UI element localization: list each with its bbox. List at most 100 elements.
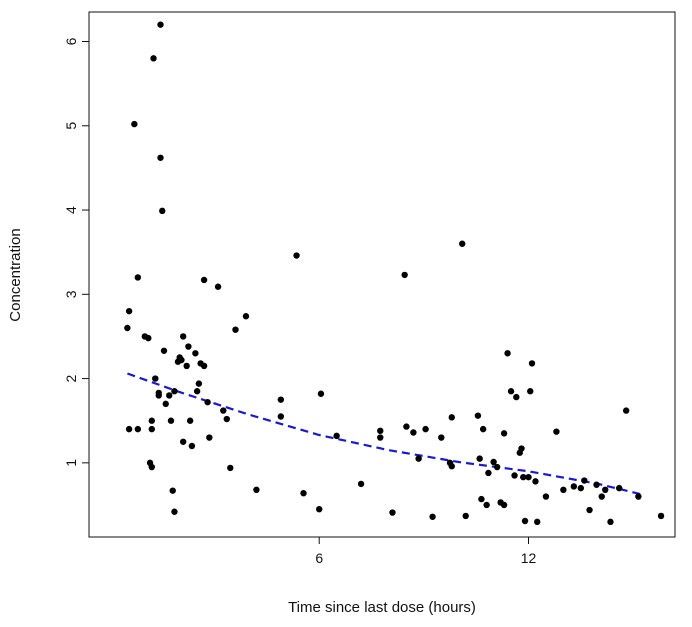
data-point (159, 207, 166, 215)
data-point (553, 428, 560, 435)
data-point (607, 518, 614, 526)
data-point (602, 486, 609, 494)
data-point (195, 380, 203, 387)
data-point (438, 434, 445, 441)
data-point (155, 389, 162, 397)
data-point (485, 469, 492, 477)
data-point (476, 455, 483, 462)
data-point (490, 458, 497, 466)
data-point (277, 396, 285, 403)
data-point (204, 398, 211, 406)
plot-frame (88, 11, 676, 538)
data-point (160, 347, 168, 354)
y-tick-label: 5 (63, 122, 79, 130)
data-point (422, 425, 429, 433)
y-axis-label: Concentration (7, 228, 24, 321)
data-point (615, 484, 623, 492)
x-axis-label: Time since last dose (hours) (288, 599, 476, 616)
data-point (462, 512, 469, 520)
data-point (223, 415, 230, 423)
data-point (528, 360, 536, 367)
data-point (148, 463, 155, 471)
data-point (131, 120, 138, 128)
y-tick-label: 2 (63, 374, 79, 382)
data-point (300, 489, 307, 497)
data-point (179, 438, 187, 445)
data-point (169, 487, 176, 494)
data-point (478, 495, 485, 503)
data-point (200, 362, 208, 370)
data-point (124, 324, 131, 332)
data-point (162, 400, 169, 408)
data-points (124, 21, 665, 526)
data-point (277, 413, 285, 420)
data-point (166, 392, 173, 399)
data-point (534, 518, 541, 526)
data-point (220, 407, 227, 414)
data-point (500, 430, 508, 437)
data-point (542, 493, 550, 500)
data-point (513, 393, 520, 401)
data-point (125, 307, 133, 315)
data-point (622, 407, 630, 414)
data-point (188, 442, 196, 450)
data-point (186, 417, 194, 424)
data-point (504, 350, 511, 357)
data-point (214, 283, 222, 290)
data-point (581, 477, 588, 484)
data-point (178, 356, 185, 364)
data-point (333, 432, 340, 440)
data-point (377, 434, 384, 441)
data-point (157, 154, 164, 161)
data-point (192, 350, 199, 357)
data-point (316, 505, 323, 513)
data-point (520, 473, 527, 481)
data-point (527, 388, 534, 395)
data-point (511, 472, 518, 479)
data-point (134, 274, 142, 281)
data-point (493, 463, 501, 471)
data-point (227, 464, 234, 472)
data-point (429, 513, 436, 520)
data-point (377, 427, 384, 435)
data-point (200, 276, 208, 284)
data-point (479, 425, 487, 433)
data-point (171, 388, 178, 395)
data-point (577, 484, 585, 492)
data-point (521, 517, 529, 525)
data-point (150, 55, 157, 62)
data-point (459, 240, 466, 247)
data-point (598, 493, 605, 500)
data-point (125, 425, 133, 433)
data-point (293, 252, 300, 259)
data-point (206, 434, 213, 441)
data-point (410, 429, 417, 436)
data-point (183, 362, 190, 370)
data-point (148, 425, 155, 433)
data-point (657, 512, 665, 520)
data-point (483, 501, 490, 509)
fit-line (127, 372, 644, 496)
data-point (317, 390, 325, 397)
data-point (448, 414, 455, 421)
data-point (593, 481, 600, 488)
data-point (357, 480, 365, 488)
data-point (179, 333, 187, 340)
y-tick-label: 3 (63, 290, 79, 298)
data-point (448, 463, 455, 470)
data-point (415, 455, 422, 462)
data-point (474, 412, 482, 419)
data-point (586, 506, 593, 514)
data-point (157, 21, 164, 28)
data-point (401, 271, 408, 279)
data-point (232, 326, 239, 333)
data-point (560, 486, 567, 494)
data-point (171, 508, 178, 515)
data-point (389, 509, 396, 516)
data-point (532, 478, 539, 485)
x-tick-label: 12 (521, 550, 537, 566)
data-point (403, 423, 410, 430)
data-point (525, 473, 532, 481)
data-point (635, 493, 642, 500)
